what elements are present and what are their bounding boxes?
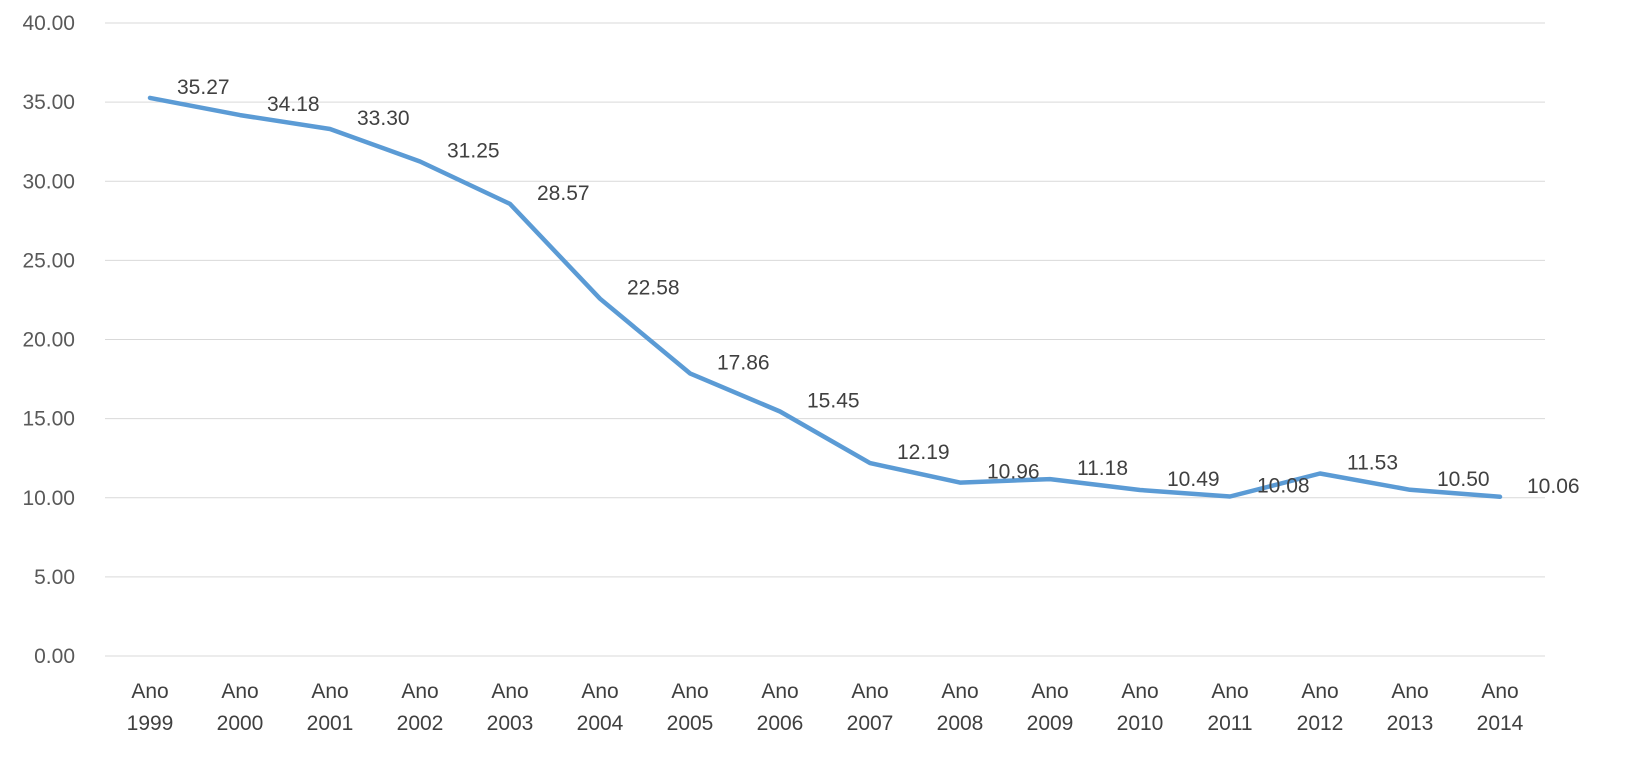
data-label: 11.53: [1347, 452, 1398, 475]
series-line: [150, 98, 1500, 497]
gridlines: [105, 23, 1545, 656]
y-axis-ticks: 0.00 5.00 10.00 15.00 20.00 25.00 30.00 35.00 40…: [22, 12, 75, 668]
x-tick-label: Ano 2004: [577, 680, 624, 735]
data-label: 17.86: [717, 351, 770, 374]
data-label: 11.18: [1077, 457, 1128, 480]
data-label: 31.25: [447, 139, 500, 162]
x-tick-label: Ano 2012: [1297, 680, 1344, 735]
x-tick-label: Ano 2002: [397, 680, 444, 735]
x-tick-label: Ano 2011: [1207, 680, 1252, 735]
data-label: 10.49: [1167, 468, 1220, 491]
y-tick-label: 30.00: [22, 170, 75, 193]
y-tick-label: 35.00: [22, 91, 75, 114]
y-tick-label: 0.00: [34, 645, 75, 668]
data-label: 10.06: [1527, 475, 1580, 498]
data-label: 28.57: [537, 182, 590, 205]
data-label: 10.50: [1437, 468, 1490, 491]
data-label: 34.18: [267, 93, 320, 116]
x-tick-label: Ano 2014: [1477, 680, 1524, 735]
x-tick-label: Ano 2006: [757, 680, 804, 735]
data-label: 15.45: [807, 390, 860, 413]
x-tick-label: Ano 2013: [1387, 680, 1434, 735]
data-label: 10.08: [1257, 474, 1310, 497]
x-tick-label: Ano 2009: [1027, 680, 1074, 735]
data-label: 12.19: [897, 441, 950, 464]
data-label: 22.58: [627, 277, 680, 300]
x-tick-label: Ano 2000: [217, 680, 264, 735]
x-tick-label: Ano 2008: [937, 680, 984, 735]
x-tick-label: Ano 2005: [667, 680, 714, 735]
data-labels: 35.27 34.18 33.30 31.25 28.57 22.58 17.86 15.45…: [177, 76, 1580, 498]
y-tick-label: 10.00: [22, 487, 75, 510]
x-axis-ticks: Ano 1999 Ano 2000 Ano 2001 Ano 2002 Ano 2003 Ano 20…: [127, 680, 1524, 735]
y-tick-label: 25.00: [22, 249, 75, 272]
data-label: 33.30: [357, 107, 410, 130]
series-group: [150, 98, 1500, 497]
y-tick-label: 5.00: [34, 566, 75, 589]
y-tick-label: 15.00: [22, 408, 75, 431]
y-tick-label: 20.00: [22, 329, 75, 352]
data-label: 35.27: [177, 76, 230, 99]
x-tick-label: Ano 2007: [847, 680, 894, 735]
x-tick-label: Ano 2010: [1117, 680, 1164, 735]
x-tick-label: Ano 2001: [307, 680, 354, 735]
data-label: 10.96: [987, 461, 1040, 484]
y-tick-label: 40.00: [22, 12, 75, 35]
x-tick-label: Ano 2003: [487, 680, 534, 735]
x-tick-label: Ano 1999: [127, 680, 174, 735]
